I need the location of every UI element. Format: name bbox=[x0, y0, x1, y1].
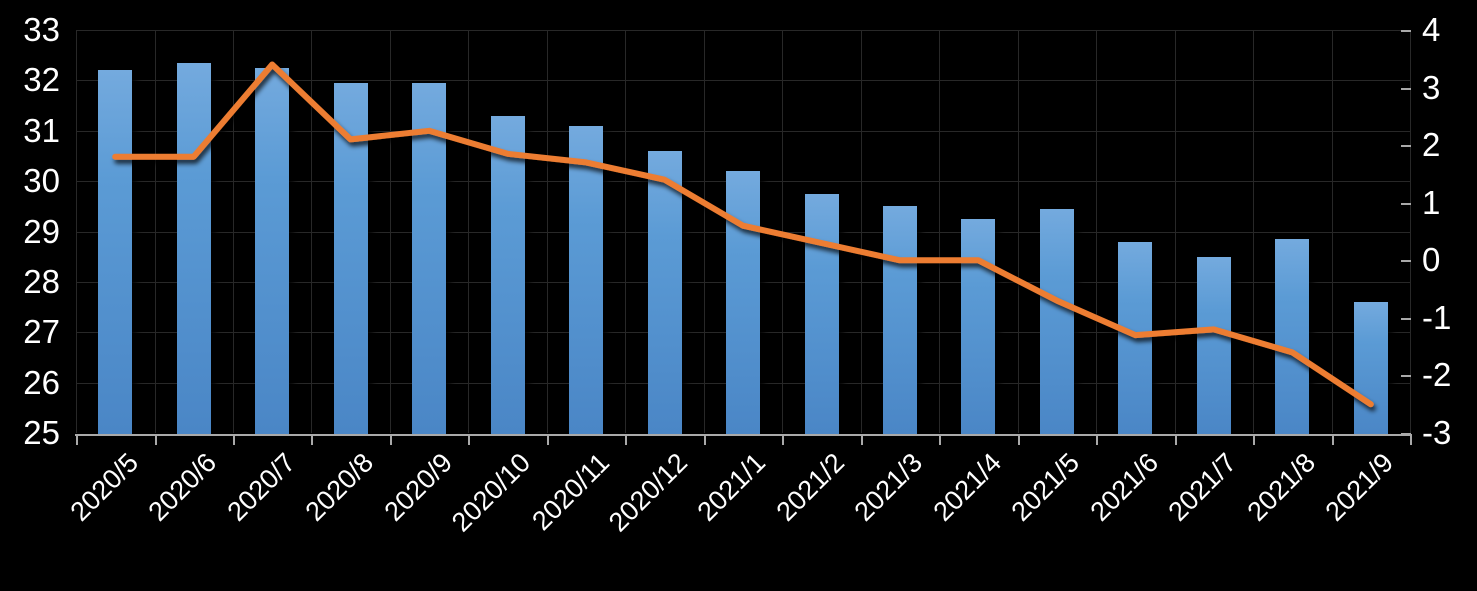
bar bbox=[98, 70, 133, 435]
y-axis-label-right: 4 bbox=[1422, 11, 1441, 48]
v-gridline bbox=[939, 30, 941, 433]
y-axis-tick-right bbox=[1401, 375, 1411, 378]
bar bbox=[726, 171, 760, 435]
y-axis-label-left: 33 bbox=[23, 11, 60, 48]
h-gridline bbox=[76, 30, 1410, 31]
y-axis-label-left: 29 bbox=[23, 212, 60, 250]
bar bbox=[1118, 241, 1153, 435]
y-axis-tick-right bbox=[1401, 202, 1411, 205]
x-axis-tick bbox=[1253, 436, 1256, 445]
bar bbox=[1275, 239, 1310, 435]
y-axis-tick-right bbox=[1401, 145, 1411, 148]
y-axis-tick-right bbox=[1401, 87, 1411, 90]
bar bbox=[1196, 256, 1231, 435]
x-axis-tick bbox=[1096, 436, 1099, 445]
h-gridline bbox=[76, 80, 1410, 82]
v-gridline bbox=[154, 30, 156, 433]
y-axis-label-left: 26 bbox=[23, 363, 60, 401]
x-axis-tick bbox=[1331, 436, 1334, 445]
x-axis-tick bbox=[76, 436, 78, 445]
y-axis-label-right: 2 bbox=[1422, 126, 1441, 164]
x-axis-tick bbox=[1174, 436, 1177, 445]
y-axis-label-left: 32 bbox=[23, 61, 60, 99]
y-axis-tick-right bbox=[1401, 433, 1411, 435]
x-axis-tick bbox=[154, 436, 157, 445]
y-axis-label-right: 1 bbox=[1422, 183, 1441, 221]
y-axis-label-left: 31 bbox=[23, 111, 60, 149]
v-gridline bbox=[546, 30, 548, 433]
bar bbox=[804, 193, 839, 435]
y-axis-label-left: 28 bbox=[23, 262, 60, 300]
bar bbox=[882, 206, 917, 435]
x-axis-tick bbox=[311, 436, 314, 445]
v-gridline bbox=[1410, 30, 1411, 433]
x-axis-tick bbox=[1017, 436, 1020, 445]
y-axis-tick-right bbox=[1401, 317, 1411, 320]
v-gridline bbox=[1253, 30, 1255, 433]
x-axis-tick bbox=[625, 436, 628, 445]
y-axis-label-right: -3 bbox=[1422, 414, 1452, 451]
x-axis-tick bbox=[782, 436, 785, 445]
x-axis-tick bbox=[468, 436, 471, 445]
v-gridline bbox=[389, 30, 391, 433]
v-gridline bbox=[1017, 30, 1019, 433]
v-gridline bbox=[1331, 30, 1333, 433]
bar bbox=[490, 115, 525, 435]
bar bbox=[412, 82, 447, 435]
x-axis-tick bbox=[939, 436, 942, 445]
y-axis-tick-right bbox=[1401, 260, 1411, 263]
h-gridline bbox=[76, 130, 1410, 132]
x-axis-tick bbox=[1410, 436, 1412, 445]
v-gridline bbox=[76, 30, 77, 433]
x-axis-tick bbox=[546, 436, 549, 445]
bar bbox=[569, 125, 604, 435]
y-axis-label-left: 25 bbox=[23, 414, 60, 451]
v-gridline bbox=[625, 30, 627, 433]
x-axis-tick bbox=[860, 436, 863, 445]
v-gridline bbox=[468, 30, 470, 433]
v-gridline bbox=[1174, 30, 1176, 433]
bar bbox=[255, 67, 290, 435]
v-gridline bbox=[1096, 30, 1098, 433]
bar bbox=[1039, 208, 1074, 435]
y-axis-label-left: 27 bbox=[23, 313, 60, 351]
bar bbox=[176, 62, 211, 435]
v-gridline bbox=[311, 30, 313, 433]
v-gridline bbox=[860, 30, 862, 433]
x-axis-tick bbox=[703, 436, 706, 445]
bar bbox=[961, 218, 996, 435]
y-axis-label-right: -1 bbox=[1422, 298, 1452, 336]
v-gridline bbox=[703, 30, 705, 433]
y-axis-tick-right bbox=[1401, 30, 1411, 32]
y-axis-label-right: -2 bbox=[1422, 356, 1452, 394]
v-gridline bbox=[232, 30, 234, 433]
y-axis-label-left: 30 bbox=[23, 162, 60, 200]
trend-line bbox=[112, 61, 1374, 408]
x-axis-tick bbox=[232, 436, 235, 445]
x-axis-line bbox=[75, 434, 1412, 436]
bar bbox=[1353, 302, 1388, 435]
bar bbox=[647, 150, 682, 435]
x-axis-tick bbox=[389, 436, 392, 445]
y-axis-label-right: 0 bbox=[1422, 241, 1441, 279]
y-axis-label-right: 3 bbox=[1422, 68, 1441, 106]
